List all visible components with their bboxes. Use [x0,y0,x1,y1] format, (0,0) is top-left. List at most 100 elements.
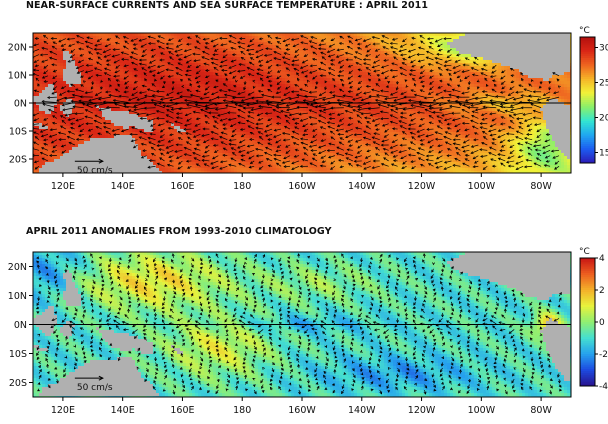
colorbar-swatch [580,37,595,40]
colorbar-swatch [580,313,595,317]
colorbar-swatch [580,58,595,61]
colorbar-swatch [580,379,595,383]
velocity-scale-label: 50 cm/s [77,166,113,176]
colorbar-swatch [580,334,595,338]
colorbar-swatch [580,102,595,105]
lon-tick-label: 160W [288,181,316,192]
colorbar-swatch [580,277,595,280]
colorbar-swatch [580,53,595,57]
colorbar-swatch [580,142,595,145]
lon-tick-label: 120E [51,181,75,192]
colorbar-swatch [580,131,595,135]
colorbar-swatch [580,285,595,289]
lat-tick-label: 10N [8,71,27,82]
colorbar-swatch [580,296,595,300]
colorbar-swatch [580,152,595,156]
colorbar-swatch [580,373,595,376]
colorbar-tick-label: 30 [599,44,608,54]
colorbar-swatch [580,272,595,276]
lon-tick-label: 160E [170,405,194,416]
colorbar-swatch [580,121,595,124]
colorbar-tick-label: -2 [599,350,608,360]
colorbar-swatch [580,315,595,319]
lat-tick-label: 20N [8,262,27,273]
lon-tick-label: 100W [468,181,496,192]
colorbar-swatch [580,356,595,359]
colorbar-swatch [580,64,595,67]
lon-tick-label: 180 [233,405,251,416]
colorbar-swatch [580,114,595,118]
lon-tick-label: 160E [170,181,194,192]
colorbar-tick-label: 25 [599,79,608,89]
colorbar-swatch [580,375,595,378]
colorbar-swatch [580,287,595,291]
lat-tick-label: 20S [9,378,27,389]
lat-tick-label: 10S [9,127,27,138]
lon-tick-label: 100W [468,405,496,416]
colorbar-swatch [580,150,595,153]
lon-tick-label: 160W [288,405,316,416]
colorbar-swatch [580,47,595,51]
lon-tick-label: 140E [111,405,135,416]
colorbar-swatch [580,341,595,344]
colorbar-swatch [580,347,595,351]
lat-tick-label: 20S [9,155,27,166]
colorbar-swatch [580,106,595,109]
colorbar-units: °C [579,26,590,36]
colorbar-swatch [580,290,595,293]
colorbar-swatch [580,81,595,84]
colorbar-swatch [580,332,595,336]
colorbar-swatch [580,330,595,334]
colorbar-tick-label: 2 [599,286,605,296]
colorbar-swatch [580,55,595,59]
colorbar-swatch [580,89,595,93]
lon-tick-label: 80W [530,181,552,192]
colorbar-swatch [580,383,595,387]
colorbar-swatch [580,351,595,355]
colorbar-swatch [580,62,595,65]
colorbar-swatch [580,264,595,268]
colorbar-swatch [580,322,595,325]
colorbar-swatch [580,72,595,76]
colorbar-swatch [580,133,595,137]
colorbar-swatch [580,135,595,139]
lon-tick-label: 120E [51,405,75,416]
colorbar-swatch [580,281,595,285]
colorbar-swatch [580,307,595,310]
top-panel-title: NEAR-SURFACE CURRENTS AND SEA SURFACE TE… [26,0,428,11]
lat-tick-label: 10S [9,349,27,360]
colorbar-swatch [580,74,595,78]
colorbar-swatch [580,87,595,90]
colorbar-swatch [580,268,595,272]
colorbar-swatch [580,100,595,103]
colorbar-swatch [580,49,595,53]
lat-tick-label: 0N [14,320,27,331]
lat-tick-label: 20N [8,43,27,54]
colorbar-swatch [580,97,595,101]
colorbar-swatch [580,95,595,99]
colorbar-swatch [580,43,595,46]
velocity-scale: 50 cm/s [74,158,113,176]
colorbar-swatch [580,41,595,44]
velocity-scale: 50 cm/s [74,375,113,393]
colorbar-swatch [580,146,595,149]
colorbar-tick-label: 15 [599,149,608,159]
colorbar-swatch [580,79,595,82]
lon-tick-label: 120W [408,181,436,192]
colorbar-swatch [580,154,595,158]
colorbar-swatch [580,298,595,302]
sst-colorbar: °C 30 25 20 15 [579,26,608,164]
colorbar-tick-label: 4 [599,254,605,264]
colorbar-swatch [580,309,595,312]
colorbar-tick-label: 0 [599,318,605,328]
lon-tick-label: 140W [348,181,376,192]
colorbar-swatch [580,302,595,306]
sst-map-panel: 120E 140E 160E 180 160W 140W 120W 100W 80W 20N 10N… [8,32,572,192]
colorbar-swatch [580,104,595,107]
colorbar-swatch [580,358,595,361]
colorbar-swatch [580,381,595,385]
colorbar-swatch [580,317,595,321]
colorbar-swatch [580,377,595,381]
colorbar-swatch [580,127,595,130]
colorbar-units: °C [579,247,590,257]
